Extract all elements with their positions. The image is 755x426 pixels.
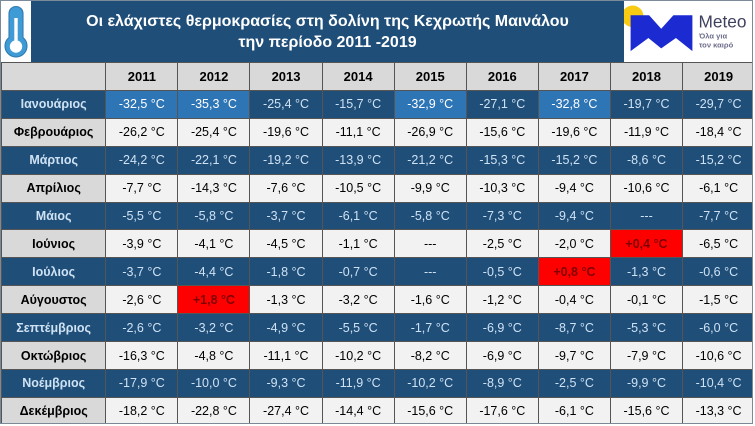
svg-text:Όλα για: Όλα για (698, 32, 728, 41)
svg-text:τον καιρό: τον καιρό (699, 41, 734, 50)
svg-text:Meteo: Meteo (699, 12, 747, 32)
